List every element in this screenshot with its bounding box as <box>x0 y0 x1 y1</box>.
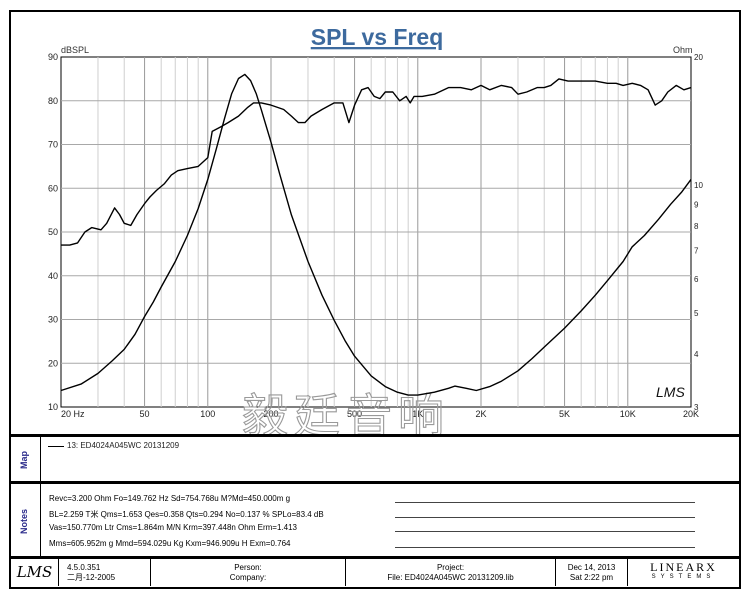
x-tick-label: 2K <box>475 409 486 419</box>
y-left-tick-label: 30 <box>48 315 58 325</box>
graph-panel: SPL vs Freq dBSPL Ohm 20 Hz 50 100 200 500 1K… <box>9 10 741 436</box>
y-left-tick-label: 50 <box>48 227 58 237</box>
footer-project-label: Project: <box>436 563 465 572</box>
y-right-tick-label: 7 <box>694 247 699 256</box>
y-right-tick-label: 3 <box>694 403 699 412</box>
notes-side-label: Notes <box>19 508 29 534</box>
x-tick-label: 20K <box>683 409 699 419</box>
x-tick-label: 5K <box>559 409 570 419</box>
y-right-tick-label: 5 <box>694 309 699 318</box>
watermark-text: 毅廷音响 <box>242 390 450 434</box>
y-right-tick-label: 8 <box>694 222 699 231</box>
x-tick-label: 20 Hz <box>61 409 85 419</box>
y-left-tick-label: 90 <box>48 52 58 62</box>
footer-brand: LINEARX <box>650 560 717 574</box>
y-left-tick-label: 80 <box>48 96 58 106</box>
chart-title: SPL vs Freq <box>311 24 444 50</box>
chart-grid <box>60 56 692 408</box>
notes-rule-1 <box>395 502 695 503</box>
x-tick-label: 200 <box>263 409 278 419</box>
chart-ticks: 20 Hz 50 100 200 500 1K 2K 5K 10K 20K 10 20 30 40 50 60… <box>48 52 703 419</box>
y-left-tick-label: 10 <box>48 402 58 412</box>
footer-person-label: Person: <box>234 563 262 572</box>
notes-rule-3 <box>395 531 695 532</box>
footer-company-label: Company: <box>229 573 267 582</box>
footer-logo: LMS <box>16 563 53 581</box>
footer-project-cell: Project: File: ED4024A045WC 20131209.lib <box>346 559 556 586</box>
footer-version-cell: 4.5.0.351 二月-12-2005 <box>59 559 151 586</box>
spl-chart: SPL vs Freq dBSPL Ohm 20 Hz 50 100 200 500 1K… <box>48 24 703 434</box>
x-tick-label: 1K <box>412 409 423 419</box>
y-right-tick-label: 6 <box>694 275 699 284</box>
footer-date: Dec 14, 2013 <box>567 563 616 572</box>
legend-line-swatch <box>48 446 64 447</box>
notes-line-1: Revc=3.200 Ohm Fo=149.762 Hz Sd=754.768u… <box>49 494 291 503</box>
x-tick-label: 10K <box>620 409 636 419</box>
notes-line-2: BL=2.259 T米 Qms=1.653 Qes=0.358 Qts=0.29… <box>49 510 324 519</box>
y-right-tick-label: 4 <box>694 350 699 359</box>
notes-rule-2 <box>395 517 695 518</box>
chart-plot <box>60 73 692 396</box>
y-right-tick-label: 10 <box>694 181 703 190</box>
footer-logo-cell: LMS <box>11 559 59 586</box>
notes-panel: Notes Revc=3.200 Ohm Fo=149.762 Hz Sd=75… <box>9 483 741 558</box>
footer-version-date: 二月-12-2005 <box>67 573 116 582</box>
notes-line-3: Vas=150.770m Ltr Cms=1.864m M/N Krm=397.… <box>49 523 297 532</box>
x-tick-label: 100 <box>200 409 215 419</box>
y-left-tick-label: 40 <box>48 271 58 281</box>
footer-time: Sat 2:22 pm <box>569 573 614 582</box>
lms-plot-logo: LMS <box>656 384 685 400</box>
notes-rule-4 <box>395 547 695 548</box>
legend-entry: 13: ED4024A045WC 20131209 <box>67 441 180 450</box>
y-left-tick-label: 70 <box>48 140 58 150</box>
x-tick-label: 50 <box>140 409 150 419</box>
footer-panel: LMS 4.5.0.351 二月-12-2005 Person: Company… <box>9 558 741 589</box>
map-panel: Map 13: ED4024A045WC 20131209 <box>9 436 741 483</box>
impedance-series-line <box>60 73 692 396</box>
y-left-tick-label: 20 <box>48 358 58 368</box>
footer-brand-sub: SYSTEMS <box>651 574 716 580</box>
y-right-tick-label: 9 <box>694 200 699 209</box>
notes-line-4: Mms=605.952m g Mmd=594.029u Kg Kxm=946.9… <box>49 539 291 548</box>
footer-brand-cell: LINEARX SYSTEMS <box>628 559 739 586</box>
footer-file-label: File: ED4024A045WC 20131209.lib <box>387 573 514 582</box>
spl-series-line <box>61 78 692 246</box>
footer-person-cell: Person: Company: <box>151 559 346 586</box>
y-right-tick-label: 20 <box>694 53 703 62</box>
y-left-label: dBSPL <box>61 45 89 55</box>
map-side-label: Map <box>19 451 29 469</box>
x-tick-label: 500 <box>347 409 362 419</box>
y-left-tick-label: 60 <box>48 183 58 193</box>
y-right-label: Ohm <box>673 45 693 55</box>
footer-date-cell: Dec 14, 2013 Sat 2:22 pm <box>556 559 628 586</box>
footer-version: 4.5.0.351 <box>67 563 101 572</box>
